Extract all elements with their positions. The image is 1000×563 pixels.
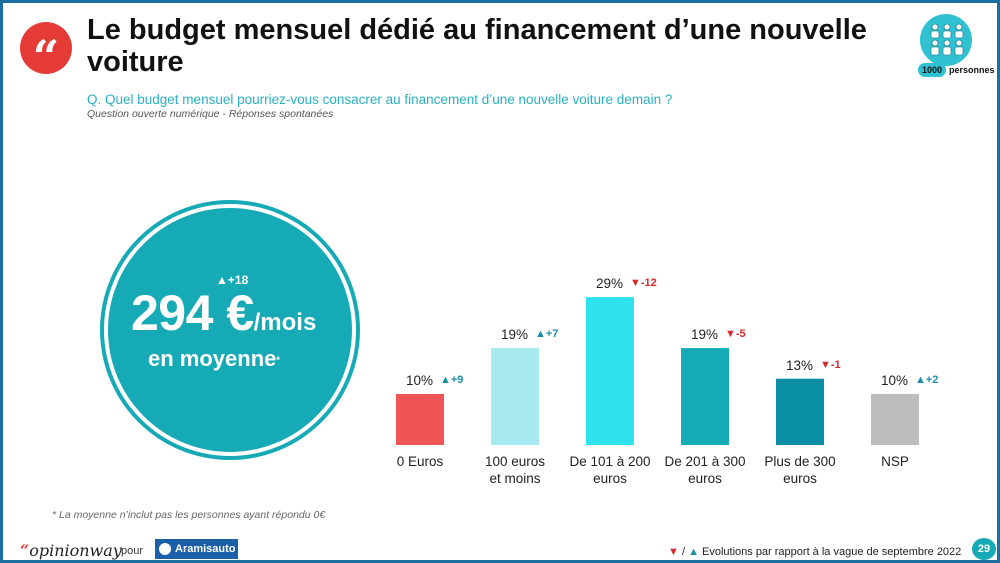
bar-value-label-2: 29% <box>596 276 624 292</box>
mean-circle <box>104 204 356 456</box>
category-label-5: NSP <box>835 453 955 470</box>
category-label-3: De 201 à 300 euros <box>645 453 765 487</box>
footnote: * La moyenne n’inclut pas les personnes … <box>52 509 326 521</box>
page-number: 29 <box>972 538 996 560</box>
bar-2 <box>586 297 634 445</box>
question-text: Q. Quel budget mensuel pourriez-vous con… <box>87 92 673 107</box>
category-label-line: NSP <box>881 454 909 469</box>
mean-label-text: en moyenne <box>148 346 277 371</box>
page-title: Le budget mensuel dédié au financement d… <box>87 14 867 78</box>
evolution-legend: ▼ / ▲ Evolutions par rapport à la vague … <box>668 546 961 558</box>
bar-evolution-1: ▲+7 <box>535 328 559 341</box>
sample-size-text: 1000 personnes <box>918 63 1000 77</box>
mean-label: en moyenne* <box>148 346 280 372</box>
sample-count: 1000 <box>918 63 947 77</box>
aramisauto-text: Aramisauto <box>175 543 236 555</box>
bar-evolution-2: ▼-12 <box>630 277 657 290</box>
bar-0 <box>396 394 444 445</box>
mean-evolution-value: +18 <box>227 273 249 287</box>
bar-value-label-5: 10% <box>881 373 909 388</box>
opinionway-quote: “ <box>20 541 30 560</box>
category-label-line: euros <box>688 471 722 486</box>
mean-evolution: ▲+18 <box>216 273 248 287</box>
bar-evolution-3: ▼-5 <box>725 328 746 341</box>
category-label-line: euros <box>783 471 817 486</box>
bar-evolution-5: ▲+2 <box>915 374 939 386</box>
category-label-line: euros <box>593 471 627 486</box>
quote-icon: “ <box>20 22 72 84</box>
bar-4 <box>776 378 824 445</box>
down-arrow-icon: ▼ <box>668 546 679 558</box>
bar-3 <box>681 348 729 445</box>
sample-size-badge: 1000 personnes <box>916 14 995 84</box>
mean-amount: 294 € <box>131 285 254 341</box>
category-label-line: 0 Euros <box>396 454 444 469</box>
bar-value-label-1: 19% <box>501 327 529 343</box>
bar-value-label-4: 13% <box>786 357 814 373</box>
bar-5 <box>871 394 919 445</box>
aramisauto-logo: Aramisauto <box>155 539 238 559</box>
category-label-line: De 101 à 200 <box>569 454 651 469</box>
budget-bar-chart: 10% ▲+9 0 Euros 19% ▲+7 100 euros et moins 29% ▼… <box>380 270 940 500</box>
aramisauto-icon <box>159 543 171 555</box>
mean-unit: /mois <box>253 309 317 336</box>
bar-1 <box>491 348 539 445</box>
opinionway-text: opinionway <box>29 541 122 560</box>
people-group-icon <box>930 23 964 56</box>
mean-star: * <box>276 355 280 366</box>
category-label-2: De 101 à 200 euros <box>550 453 670 487</box>
category-label-line: De 201 à 300 <box>664 454 746 469</box>
category-label-line: et moins <box>489 471 541 486</box>
category-label-line: 100 euros <box>484 454 546 469</box>
category-label-4: Plus de 300 euros <box>740 453 860 487</box>
bar-value-label-0: 10% <box>406 373 434 388</box>
chart-svg <box>396 297 919 445</box>
legend-text: Evolutions par rapport à la vague de sep… <box>698 546 962 558</box>
bar-evolution-0: ▲+9 <box>440 374 464 386</box>
category-label-line: Plus de 300 <box>764 454 836 469</box>
sample-label: personnes <box>949 65 995 75</box>
mean-value: 294 €/mois <box>131 284 316 342</box>
legend-separator: / <box>678 546 689 558</box>
bar-evolution-4: ▼-1 <box>820 358 841 371</box>
category-label-1: 100 euros et moins <box>455 453 575 487</box>
pour-text: pour <box>121 545 144 557</box>
category-label-0: 0 Euros <box>360 453 480 470</box>
up-arrow-icon: ▲ <box>688 546 699 558</box>
question-note: Question ouverte numérique - Réponses sp… <box>87 108 334 120</box>
bar-value-label-3: 19% <box>691 327 719 343</box>
opinionway-logo: “opinionway <box>20 541 122 560</box>
up-arrow-icon: ▲ <box>216 273 228 287</box>
